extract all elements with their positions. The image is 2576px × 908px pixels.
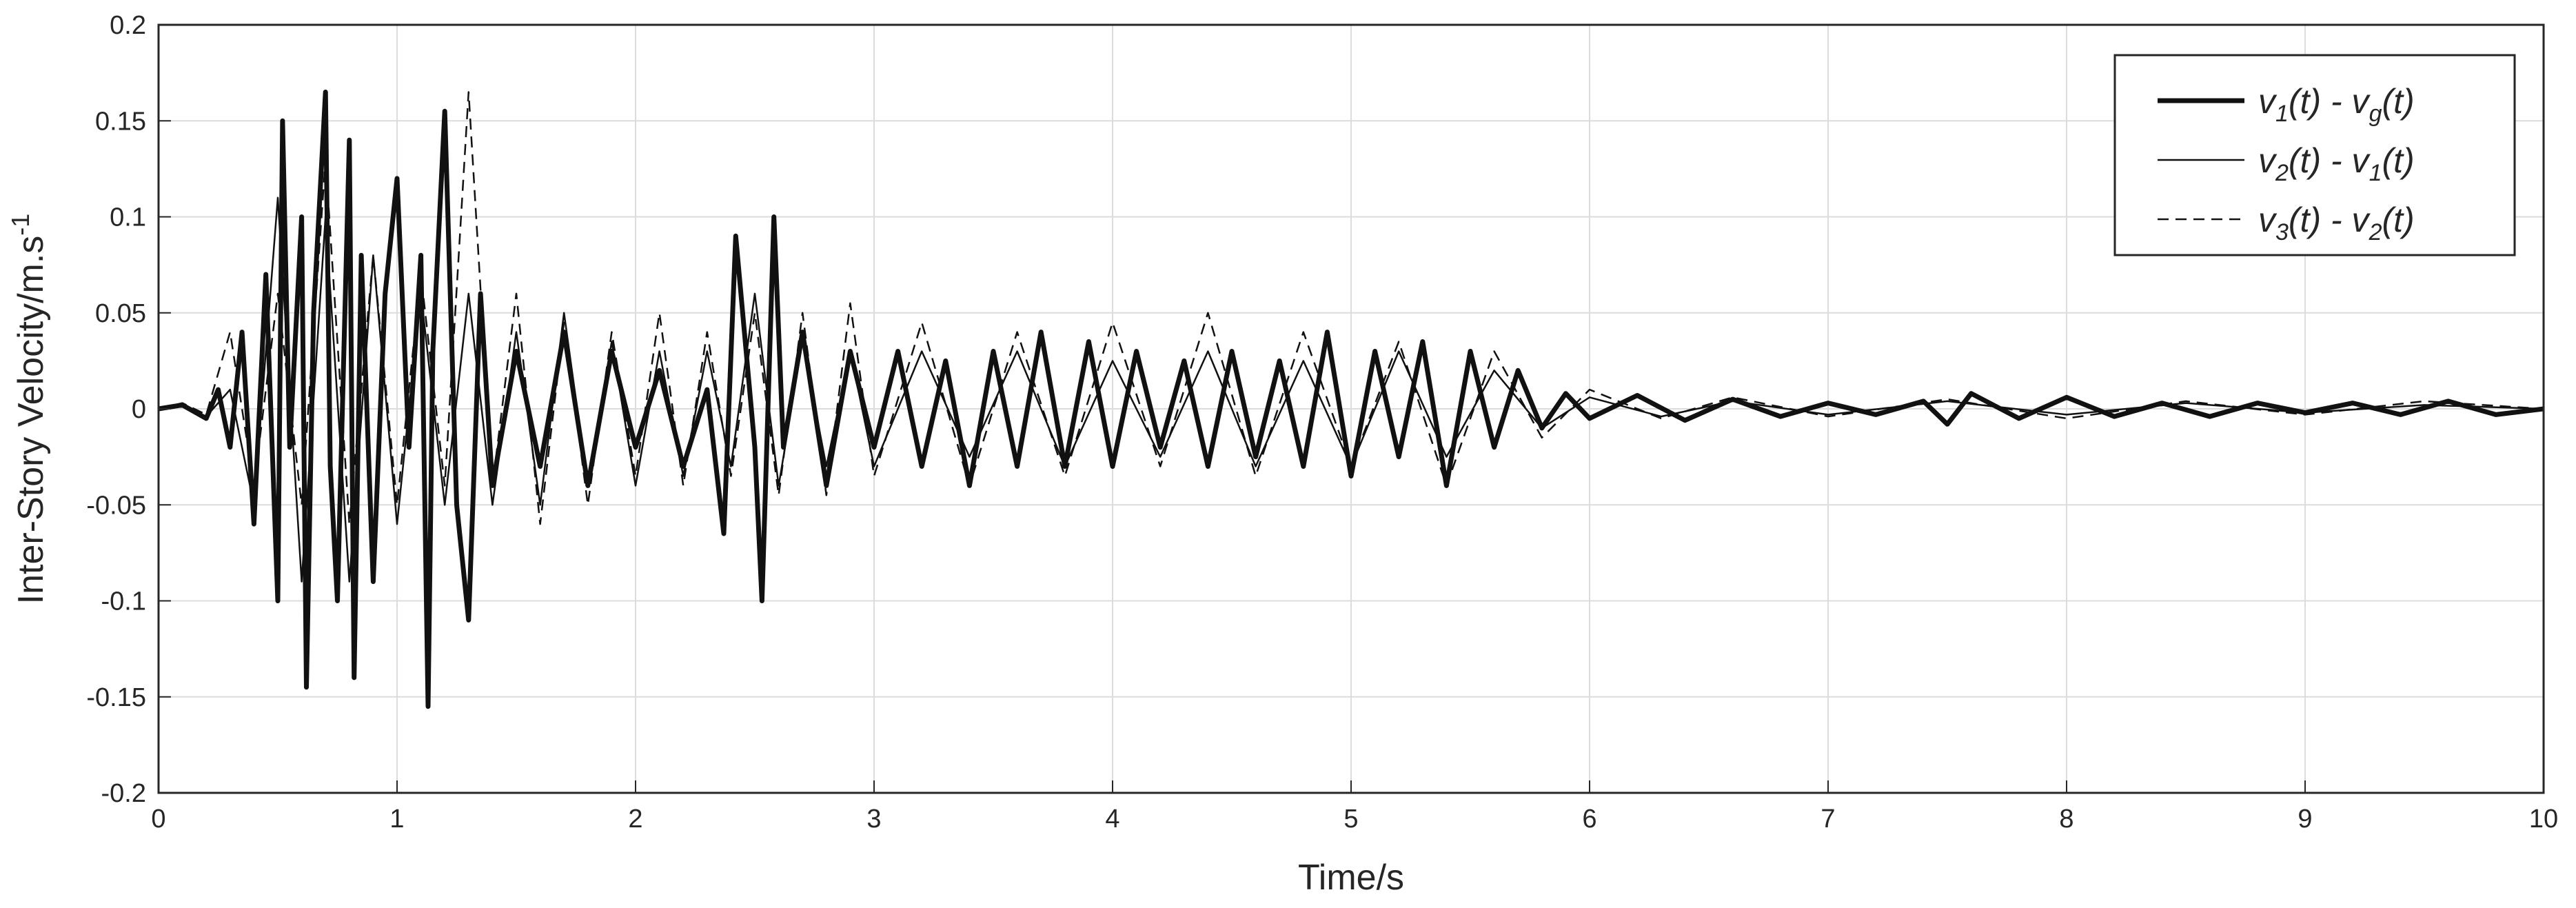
y-tick-label: -0.2 (101, 779, 146, 808)
legend-label: v1(t) - vg(t) (2258, 82, 2415, 127)
y-tick-label: -0.05 (86, 491, 146, 520)
y-tick-label: 0.15 (95, 107, 146, 136)
series-line (158, 90, 2544, 709)
axis-ticks: 0 1 2 3 4 5 6 7 8 9 10 -0.2 -0.15 -0.1 -0.05 0 0.05 0.1 0.… (86, 11, 2558, 834)
y-tick-label: 0 (132, 395, 146, 424)
legend-box (2113, 54, 2516, 256)
series-line (158, 91, 2544, 525)
x-tick-label: 5 (1343, 805, 1358, 834)
x-tick-label: 6 (1582, 805, 1596, 834)
x-tick-label: 3 (866, 805, 881, 834)
y-tick-label: 0.05 (95, 299, 146, 328)
x-tick-label: 1 (389, 805, 404, 834)
x-tick-label: 2 (628, 805, 642, 834)
x-tick-label: 7 (1821, 805, 1835, 834)
x-tick-label: 10 (2529, 805, 2558, 834)
y-axis-title: Inter-Story Velocity/m.s-1 (6, 214, 51, 605)
x-axis-title: Time/s (1298, 858, 1404, 898)
x-tick-label: 9 (2298, 805, 2312, 834)
legend-label: v2(t) - v1(t) (2258, 141, 2415, 186)
y-axis-title-main: Inter-Story Velocity/m.s (11, 236, 51, 605)
x-tick-label: 4 (1105, 805, 1119, 834)
y-tick-label: -0.1 (101, 587, 146, 616)
y-tick-label: 0.1 (110, 203, 146, 232)
x-tick-label: 8 (2059, 805, 2073, 834)
legend-label: v3(t) - v2(t) (2258, 201, 2415, 245)
legend: v1(t) - vg(t) v2(t) - v1(t) v3(t) - v2(t) (2113, 54, 2516, 256)
y-tick-label: 0.2 (110, 11, 146, 40)
x-tick-label: 0 (151, 805, 165, 834)
y-axis-title-superscript: -1 (6, 214, 34, 236)
y-tick-label: -0.15 (86, 683, 146, 712)
plot-series (158, 90, 2544, 709)
